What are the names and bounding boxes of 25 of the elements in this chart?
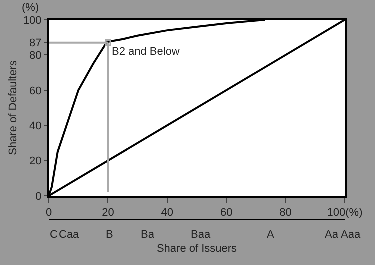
text: Ba [141, 229, 156, 241]
y-axis-title: Share of Defaulters [8, 60, 20, 156]
y-tick-label: 20 [30, 156, 42, 168]
x-axis-title: Share of Issuers [156, 242, 238, 255]
text: Aa [325, 229, 340, 241]
text: Caa [59, 229, 80, 241]
annotation: B2 and Below [112, 46, 180, 58]
x-tick-label: 0 [46, 207, 52, 220]
x-tick-label: 100(%) [327, 207, 363, 220]
x-tick-label: 60 [220, 207, 233, 220]
x-tick-label: 80 [280, 207, 292, 220]
y-tick-label: 40 [30, 120, 42, 132]
y-tick-label: 80 [30, 50, 42, 62]
text: A [267, 229, 275, 241]
y-tick-label: 60 [30, 85, 42, 98]
text: B [106, 229, 114, 241]
text: (%) [22, 2, 40, 14]
text: Baa [191, 229, 212, 241]
y-tick-label: 87 [30, 38, 42, 50]
y-tick-label: 100 [23, 14, 42, 27]
x-tick-label: 40 [161, 207, 174, 220]
x-tick-label: 20 [102, 207, 114, 220]
text: C [50, 229, 58, 241]
text: Aaa [341, 229, 362, 241]
y-tick-label: 0 [36, 190, 42, 203]
